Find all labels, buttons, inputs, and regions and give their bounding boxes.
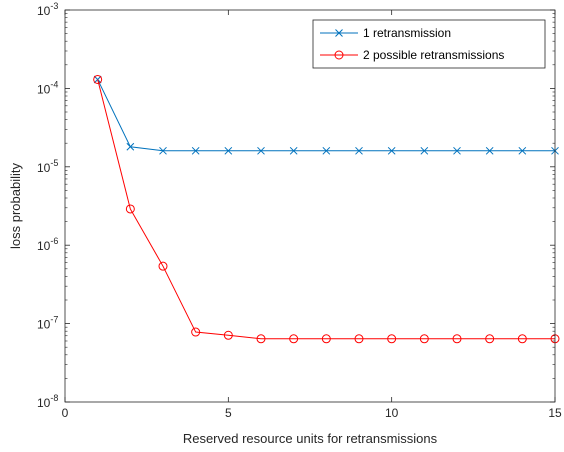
data-point [355,146,363,155]
x-tick-label: 10 [385,406,399,420]
y-tick-label: 10-5 [37,158,58,175]
data-point [485,146,494,155]
legend-entry: 2 possible retransmissions [320,48,504,62]
data-point [223,330,233,340]
data-point [419,334,429,344]
data-point [126,142,135,151]
data-point [322,146,331,155]
tick-labels: 0 5 10 15 10-8 10-7 10-6 10-5 10-4 10-3 [37,1,562,420]
plot-area [65,10,555,402]
x-tick-label: 15 [548,406,562,420]
series-2 [93,74,560,344]
data-point [452,334,462,344]
axis-ticks [64,9,556,403]
data-point [420,146,429,155]
legend-box [312,19,546,69]
data-point [387,334,397,344]
y-tick-label: 10-6 [37,236,58,253]
data-point [256,334,266,344]
data-point [354,334,364,344]
plot-frame [64,9,556,403]
data-point [321,334,331,344]
data-point [289,146,298,155]
legend-swatch-marker [335,29,343,37]
data-point [125,204,135,214]
data-point [518,146,527,155]
series-line [97,79,555,340]
legend-label: 1 retransmission [363,26,451,40]
y-tick-label: 10-4 [37,79,58,96]
y-axis-label: loss probability [8,163,23,249]
data-point [485,334,495,344]
data-point [257,146,265,155]
data-point [159,146,167,155]
legend-entry: 1 retransmission [320,26,451,40]
y-tick-label: 10-8 [37,393,58,410]
y-tick-label: 10-3 [37,1,58,18]
data-point [93,74,103,84]
legend-swatch-marker [334,50,344,60]
x-tick-label: 5 [225,406,232,420]
x-tick-label: 0 [62,406,69,420]
data-point [289,334,299,344]
data-point [191,146,200,155]
x-axis-label: Reserved resource units for retransmissi… [183,431,438,446]
series-1 [93,75,559,155]
legend-label: 2 possible retransmissions [363,48,504,62]
data-point [453,146,461,155]
data-point [191,327,201,337]
data-point [517,334,527,344]
series-layer [93,74,560,344]
y-tick-label: 10-7 [37,315,58,332]
legend: 1 retransmission 2 possible retransmissio… [312,19,546,69]
data-point [158,261,168,271]
data-point [387,146,396,155]
data-point [224,146,233,155]
